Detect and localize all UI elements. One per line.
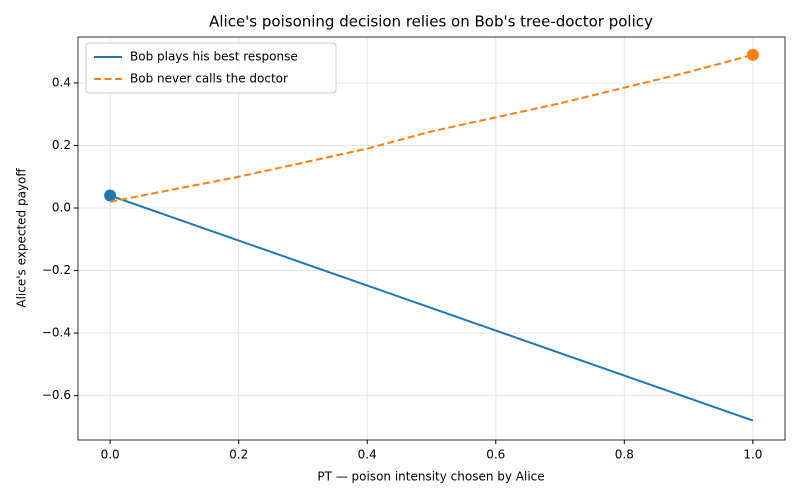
x-axis-label: PT — poison intensity chosen by Alice — [317, 470, 544, 484]
y-tick-label: −0.6 — [42, 388, 71, 402]
y-tick-label: −0.4 — [42, 326, 71, 340]
point-marker — [104, 189, 117, 202]
y-tick-label: 0.0 — [52, 201, 71, 215]
legend-label: Bob never calls the doctor — [130, 72, 288, 86]
series-line — [109, 53, 754, 203]
x-tick-label: 0.8 — [615, 448, 634, 462]
series-line — [109, 194, 754, 422]
plot-frame — [77, 36, 786, 441]
chart-title: Alice's poisoning decision relies on Bob… — [209, 13, 653, 31]
y-axis-label: Alice's expected payoff — [15, 168, 29, 308]
y-tick-label: −0.2 — [42, 263, 71, 277]
legend-box — [85, 42, 337, 94]
x-tick-label: 0.0 — [101, 448, 120, 462]
x-tick-label: 0.2 — [229, 448, 248, 462]
x-tick-label: 0.6 — [486, 448, 505, 462]
y-tick-label: 0.2 — [52, 138, 71, 152]
point-marker — [746, 48, 759, 61]
x-tick-label: 0.4 — [358, 448, 377, 462]
x-tick-label: 1.0 — [743, 448, 762, 462]
y-tick-label: 0.4 — [52, 75, 71, 89]
legend-label: Bob plays his best response — [130, 50, 298, 64]
